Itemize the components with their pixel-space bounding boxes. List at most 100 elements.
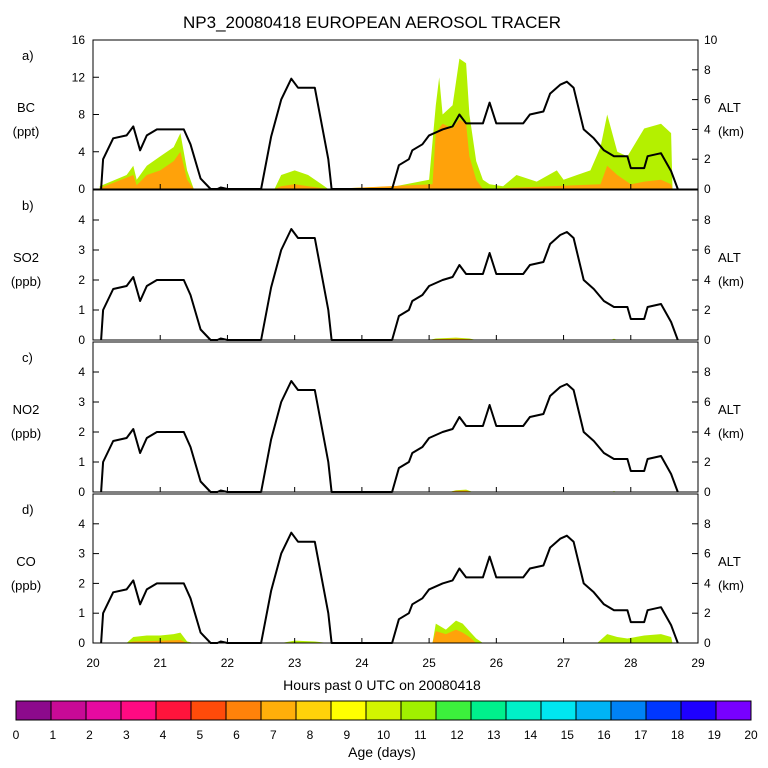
x-tick-label: 20: [86, 656, 100, 670]
tracer-area-old-0: [99, 119, 673, 189]
colorbar-swatch: [296, 701, 332, 720]
colorbar-tick-label: 11: [414, 728, 427, 742]
alt-label: ALT: [718, 554, 741, 569]
right-tick-label: 2: [704, 152, 711, 166]
colorbar-swatch: [436, 701, 472, 720]
tracer-area-old-3: [126, 629, 477, 643]
alt-unit-label: (km): [718, 274, 744, 289]
x-tick-label: 27: [557, 656, 571, 670]
colorbar-label: Age (days): [348, 744, 416, 760]
colorbar-swatch: [541, 701, 577, 720]
colorbar-swatch: [611, 701, 647, 720]
right-tick-label: 4: [704, 122, 711, 136]
left-tick-label: 2: [78, 425, 85, 439]
colorbar-tick-label: 9: [343, 728, 350, 742]
x-tick-label: 22: [221, 656, 235, 670]
left-tick-label: 1: [78, 303, 85, 317]
unit-label: (ppb): [11, 426, 41, 441]
colorbar: 0 1 2 3 4 5 6 7 8 9 10 11 12 13 14 15 16 17 18 19 20: [13, 700, 758, 742]
left-tick-label: 4: [78, 365, 85, 379]
right-tick-label: 10: [704, 33, 718, 47]
colorbar-swatch: [366, 701, 402, 720]
alt-label: ALT: [718, 100, 741, 115]
alt-label: ALT: [718, 402, 741, 417]
right-tick-label: 8: [704, 213, 711, 227]
colorbar-swatch: [401, 701, 437, 720]
right-tick-label: 0: [704, 636, 711, 650]
colorbar-tick-label: 20: [744, 728, 758, 742]
right-tick-label: 4: [704, 425, 711, 439]
alt-unit-label: (km): [718, 426, 744, 441]
plot-frame-1: [92, 189, 699, 341]
colorbar-tick-label: 13: [487, 728, 501, 742]
left-tick-label: 3: [78, 395, 85, 409]
right-tick-label: 8: [704, 365, 711, 379]
left-tick-label: 1: [78, 606, 85, 620]
colorbar-tick-label: 14: [524, 728, 538, 742]
x-axis-label: Hours past 0 UTC on 20080418: [283, 677, 481, 693]
altitude-line-2: [100, 380, 679, 493]
colorbar-swatch: [191, 701, 227, 720]
left-tick-label: 4: [78, 213, 85, 227]
unit-label: (ppt): [13, 124, 40, 139]
altitude-line-0: [100, 77, 679, 190]
altitude-line-1: [100, 228, 679, 341]
right-tick-label: 2: [704, 606, 711, 620]
panel-letter: c): [22, 350, 33, 365]
left-tick-label: 1: [78, 455, 85, 469]
left-tick-label: 4: [78, 145, 85, 159]
right-tick-label: 0: [704, 485, 711, 499]
colorbar-tick-label: 2: [86, 728, 93, 742]
right-tick-label: 8: [704, 63, 711, 77]
left-tick-label: 3: [78, 243, 85, 257]
species-label: NO2: [13, 402, 40, 417]
right-tick-label: 2: [704, 455, 711, 469]
right-tick-label: 6: [704, 395, 711, 409]
x-tick-label: 21: [154, 656, 168, 670]
colorbar-tick-label: 6: [233, 728, 240, 742]
colorbar-swatch: [86, 701, 122, 720]
right-tick-label: 2: [704, 303, 711, 317]
colorbar-tick-label: 4: [160, 728, 167, 742]
colorbar-tick-label: 8: [307, 728, 314, 742]
alt-label: ALT: [718, 250, 741, 265]
colorbar-frame: [15, 700, 752, 721]
x-tick-label: 26: [490, 656, 504, 670]
left-tick-label: 2: [78, 273, 85, 287]
panels: 04812160246810a)BC(ppt)ALT(km)0123402468…: [11, 33, 744, 670]
left-tick-label: 0: [78, 636, 85, 650]
unit-label: (ppb): [11, 578, 41, 593]
colorbar-swatch: [716, 701, 752, 720]
colorbar-tick-label: 16: [597, 728, 611, 742]
colorbar-tick-label: 12: [450, 728, 464, 742]
panel-letter: d): [22, 502, 34, 517]
colorbar-tick-label: 17: [634, 728, 648, 742]
right-tick-label: 8: [704, 517, 711, 531]
right-tick-label: 6: [704, 93, 711, 107]
right-tick-label: 6: [704, 547, 711, 561]
left-tick-label: 0: [78, 182, 85, 196]
right-tick-label: 6: [704, 243, 711, 257]
colorbar-swatch: [331, 701, 367, 720]
x-tick-label: 29: [691, 656, 705, 670]
altitude-line-3: [100, 531, 679, 644]
colorbar-swatch: [681, 701, 717, 720]
colorbar-swatch: [646, 701, 682, 720]
colorbar-swatch: [16, 701, 52, 720]
x-tick-label: 23: [288, 656, 302, 670]
panel-co: 0 1 2 3 4 0 2 4 6 8 d) CO (ppb) ALT (km): [11, 493, 744, 650]
colorbar-tick-label: 18: [671, 728, 685, 742]
plot-frame-3: [92, 493, 699, 644]
left-tick-label: 3: [78, 547, 85, 561]
colorbar-swatch: [506, 701, 542, 720]
left-tick-label: 12: [72, 70, 86, 84]
colorbar-swatch: [576, 701, 612, 720]
colorbar-tick-label: 1: [49, 728, 56, 742]
colorbar-swatch: [261, 701, 297, 720]
panel-no2: 0 1 2 3 4 0 2 4 6 8 c) NO2 (ppb) ALT (km): [11, 341, 744, 499]
species-label: CO: [16, 554, 36, 569]
right-tick-label: 4: [704, 273, 711, 287]
left-tick-label: 8: [78, 108, 85, 122]
